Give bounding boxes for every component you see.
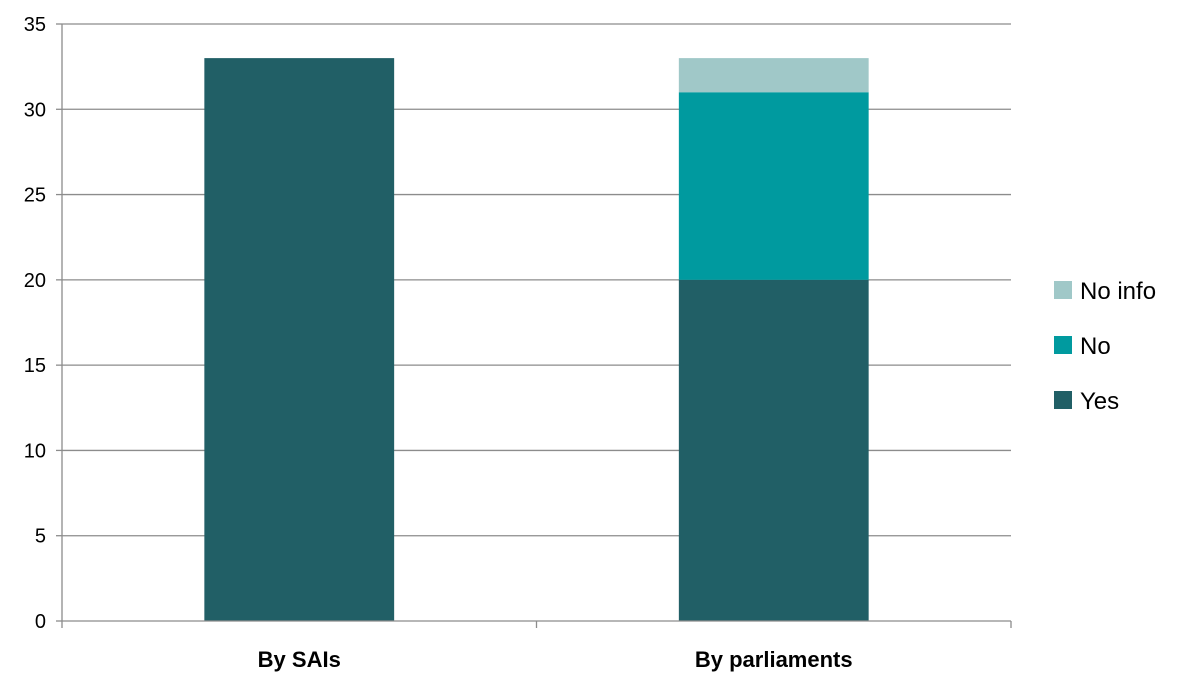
y-tick-label: 25 [24,185,46,207]
bar-segment-no-info-by-parliaments [678,58,869,93]
y-axis-ticks: 0 5 10 15 20 25 30 35 [24,14,62,633]
y-tick-label: 10 [24,440,46,462]
legend-label: Yes [1080,388,1119,415]
bars [204,58,869,622]
bar-segment-no-by-parliaments [678,92,869,280]
bar-segment-yes-by-sais [204,58,395,622]
y-tick-label: 35 [24,14,46,36]
legend-label: No info [1080,278,1156,305]
bar-segment-yes-by-parliaments [678,279,869,621]
y-tick-label: 30 [24,99,46,121]
y-tick-label: 0 [35,611,46,633]
x-category-label: By parliaments [695,647,853,672]
legend: No info No Yes [1054,278,1156,415]
x-category-label: By SAIs [258,647,341,672]
legend-swatch-no-info [1054,281,1072,299]
y-tick-label: 5 [35,526,46,548]
y-tick-label: 20 [24,270,46,292]
legend-swatch-yes [1054,391,1072,409]
y-tick-label: 15 [24,355,46,377]
legend-label: No [1080,333,1111,360]
x-axis-categories: By SAIs By parliaments [258,647,853,672]
axes [61,24,1012,628]
legend-swatch-no [1054,336,1072,354]
